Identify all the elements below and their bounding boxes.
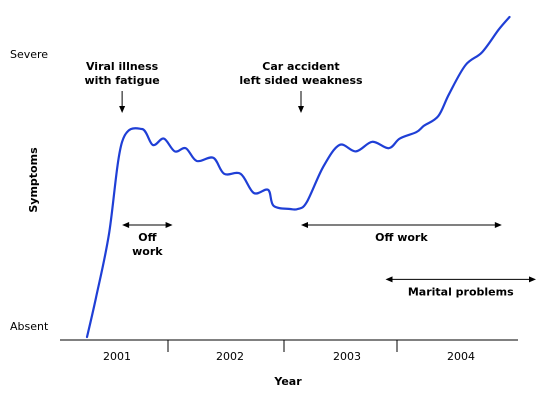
x-tick-label-2004: 2004	[447, 350, 475, 363]
period-arrow-head-left-2	[301, 222, 308, 228]
y-tick-label-severe: Severe	[10, 48, 48, 61]
annotation-label-1-line-1: Viral illness	[86, 60, 159, 73]
period-label-3-line-1: Marital problems	[408, 285, 514, 298]
period-label-1-line-2: work	[132, 245, 163, 258]
period-label-1-line-1: Off	[138, 231, 156, 244]
y-tick-label-absent: Absent	[10, 320, 49, 333]
annotation-label-2-line-1: Car accident	[262, 60, 339, 73]
period-arrow-head-right-1	[165, 222, 173, 228]
period-arrow-head-right-3	[529, 276, 536, 283]
x-tick-label-2001: 2001	[103, 350, 131, 363]
period-arrow-head-right-2	[494, 222, 502, 228]
symptom-series-line	[85, 15, 511, 339]
period-arrow-head-left-1	[122, 222, 130, 228]
x-tick-label-2003: 2003	[333, 350, 361, 363]
annotation-arrow-head-1	[119, 106, 126, 113]
annotation-label-2-line-2: left sided weakness	[239, 74, 363, 87]
period-arrow-head-left-3	[385, 276, 393, 283]
annotation-arrow-head-2	[298, 106, 304, 113]
annotation-label-1-line-2: with fatigue	[84, 74, 159, 87]
axes	[60, 339, 518, 352]
y-axis-title: Symptoms	[27, 147, 40, 213]
period-label-2-line-1: Off work	[375, 231, 428, 244]
x-tick-label-2002: 2002	[216, 350, 244, 363]
x-axis-title: Year	[273, 375, 302, 388]
